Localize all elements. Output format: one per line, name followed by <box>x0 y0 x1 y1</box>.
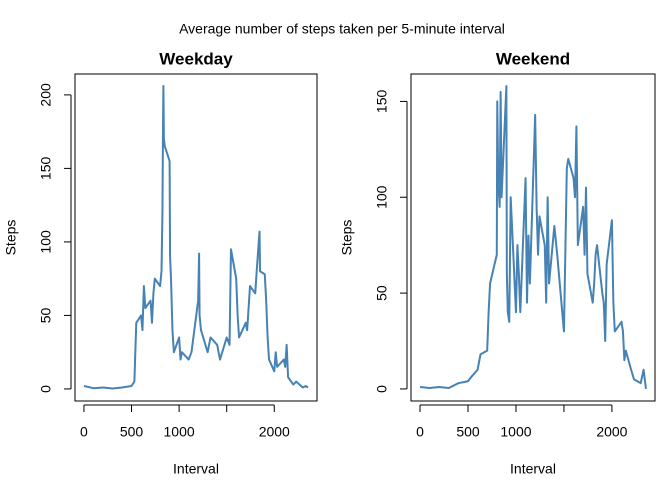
x-tick-label: 2000 <box>596 424 627 440</box>
y-tick-label: 150 <box>38 157 54 181</box>
plot-frame <box>74 73 318 402</box>
panel-title: Weekday <box>159 49 233 68</box>
x-tick-label: 500 <box>120 424 144 440</box>
plot-frame <box>410 73 656 402</box>
y-tick-label: 100 <box>374 185 390 209</box>
x-axis-label: Interval <box>510 461 556 477</box>
x-tick-label: 2000 <box>259 424 290 440</box>
x-tick-label: 0 <box>80 424 88 440</box>
y-tick-label: 0 <box>38 385 54 393</box>
x-tick-label: 1000 <box>500 424 531 440</box>
y-tick-label: 50 <box>38 307 54 323</box>
y-axis-label: Steps <box>3 220 19 256</box>
y-tick-label: 50 <box>374 285 390 301</box>
panel-title: Weekend <box>496 49 570 68</box>
y-tick-label: 100 <box>38 230 54 254</box>
y-axis-label: Steps <box>339 220 355 256</box>
x-tick-label: 500 <box>456 424 480 440</box>
data-line <box>83 85 309 390</box>
x-tick-label: 0 <box>416 424 424 440</box>
y-tick-label: 0 <box>374 385 390 393</box>
y-tick-label: 200 <box>38 83 54 107</box>
page-title: Average number of steps taken per 5-minu… <box>179 21 505 37</box>
x-tick-label: 1000 <box>164 424 195 440</box>
x-axis-label: Interval <box>173 461 219 477</box>
y-tick-label: 150 <box>374 90 390 114</box>
data-line <box>419 85 647 390</box>
